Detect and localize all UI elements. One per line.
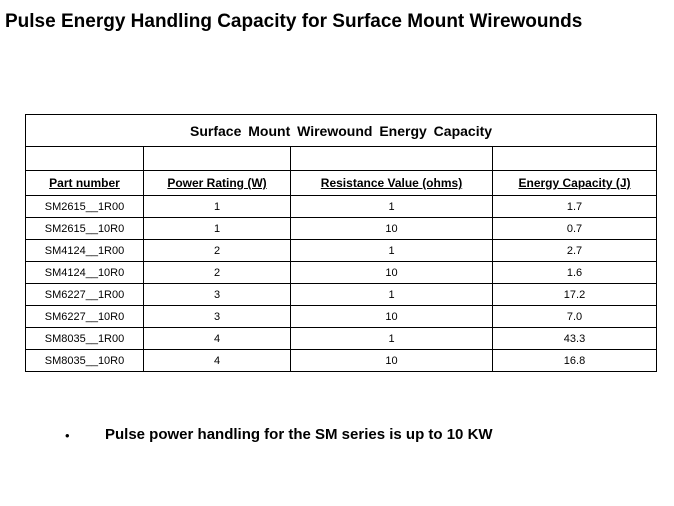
cell-energy-capacity: 1.7 xyxy=(491,195,658,218)
header-part-number: Part number xyxy=(25,170,144,196)
cell-energy-capacity: 7.0 xyxy=(491,305,658,328)
blank-cell xyxy=(290,146,493,171)
blank-cell xyxy=(491,146,658,171)
table-row: SM6227__1R00 3 1 17.2 xyxy=(25,283,658,306)
table-row: SM8035__10R0 4 10 16.8 xyxy=(25,349,658,372)
cell-resistance-value: 10 xyxy=(290,261,493,284)
cell-power-rating: 1 xyxy=(143,195,291,218)
table-row: SM2615__10R0 1 10 0.7 xyxy=(25,217,658,240)
cell-power-rating: 3 xyxy=(143,305,291,328)
header-resistance-value: Resistance Value (ohms) xyxy=(290,170,493,196)
cell-energy-capacity: 2.7 xyxy=(491,239,658,262)
cell-energy-capacity: 43.3 xyxy=(491,327,658,350)
table-row: SM6227__10R0 3 10 7.0 xyxy=(25,305,658,328)
cell-resistance-value: 1 xyxy=(290,195,493,218)
table-caption-text: Surface Mount Wirewound Energy Capacity xyxy=(190,122,493,139)
bullet-text: Pulse power handling for the SM series i… xyxy=(105,426,493,443)
table-row: SM4124__10R0 2 10 1.6 xyxy=(25,261,658,284)
cell-resistance-value: 1 xyxy=(290,283,493,306)
cell-energy-capacity: 17.2 xyxy=(491,283,658,306)
cell-resistance-value: 1 xyxy=(290,239,493,262)
blank-cell xyxy=(25,146,144,171)
table-blank-row xyxy=(25,146,658,171)
table-caption: Surface Mount Wirewound Energy Capacity xyxy=(24,114,658,147)
header-energy-capacity: Energy Capacity (J) xyxy=(491,170,658,196)
cell-resistance-value: 10 xyxy=(290,349,493,372)
slide-title: Pulse Energy Handling Capacity for Surfa… xyxy=(5,11,583,32)
cell-power-rating: 3 xyxy=(143,283,291,306)
bullet-marker: • xyxy=(65,428,70,443)
cell-energy-capacity: 1.6 xyxy=(491,261,658,284)
table-row: SM4124__1R00 2 1 2.7 xyxy=(25,239,658,262)
cell-part-number: SM8035__1R00 xyxy=(25,327,144,350)
cell-part-number: SM6227__10R0 xyxy=(25,305,144,328)
cell-part-number: SM2615__10R0 xyxy=(25,217,144,240)
cell-power-rating: 4 xyxy=(143,349,291,372)
cell-power-rating: 4 xyxy=(143,327,291,350)
table-caption-row: Surface Mount Wirewound Energy Capacity xyxy=(24,114,658,147)
cell-power-rating: 2 xyxy=(143,261,291,284)
cell-part-number: SM6227__1R00 xyxy=(25,283,144,306)
table-row: SM2615__1R00 1 1 1.7 xyxy=(25,195,658,218)
cell-energy-capacity: 16.8 xyxy=(491,349,658,372)
cell-resistance-value: 1 xyxy=(290,327,493,350)
cell-resistance-value: 10 xyxy=(290,305,493,328)
cell-power-rating: 2 xyxy=(143,239,291,262)
cell-resistance-value: 10 xyxy=(290,217,493,240)
cell-part-number: SM4124__1R00 xyxy=(25,239,144,262)
blank-cell xyxy=(143,146,291,171)
header-power-rating: Power Rating (W) xyxy=(143,170,291,196)
cell-part-number: SM2615__1R00 xyxy=(25,195,144,218)
cell-energy-capacity: 0.7 xyxy=(491,217,658,240)
cell-part-number: SM4124__10R0 xyxy=(25,261,144,284)
cell-part-number: SM8035__10R0 xyxy=(25,349,144,372)
table-header-row: Part number Power Rating (W) Resistance … xyxy=(25,170,658,196)
energy-capacity-table: Surface Mount Wirewound Energy Capacity … xyxy=(24,114,658,372)
cell-power-rating: 1 xyxy=(143,217,291,240)
table-row: SM8035__1R00 4 1 43.3 xyxy=(25,327,658,350)
